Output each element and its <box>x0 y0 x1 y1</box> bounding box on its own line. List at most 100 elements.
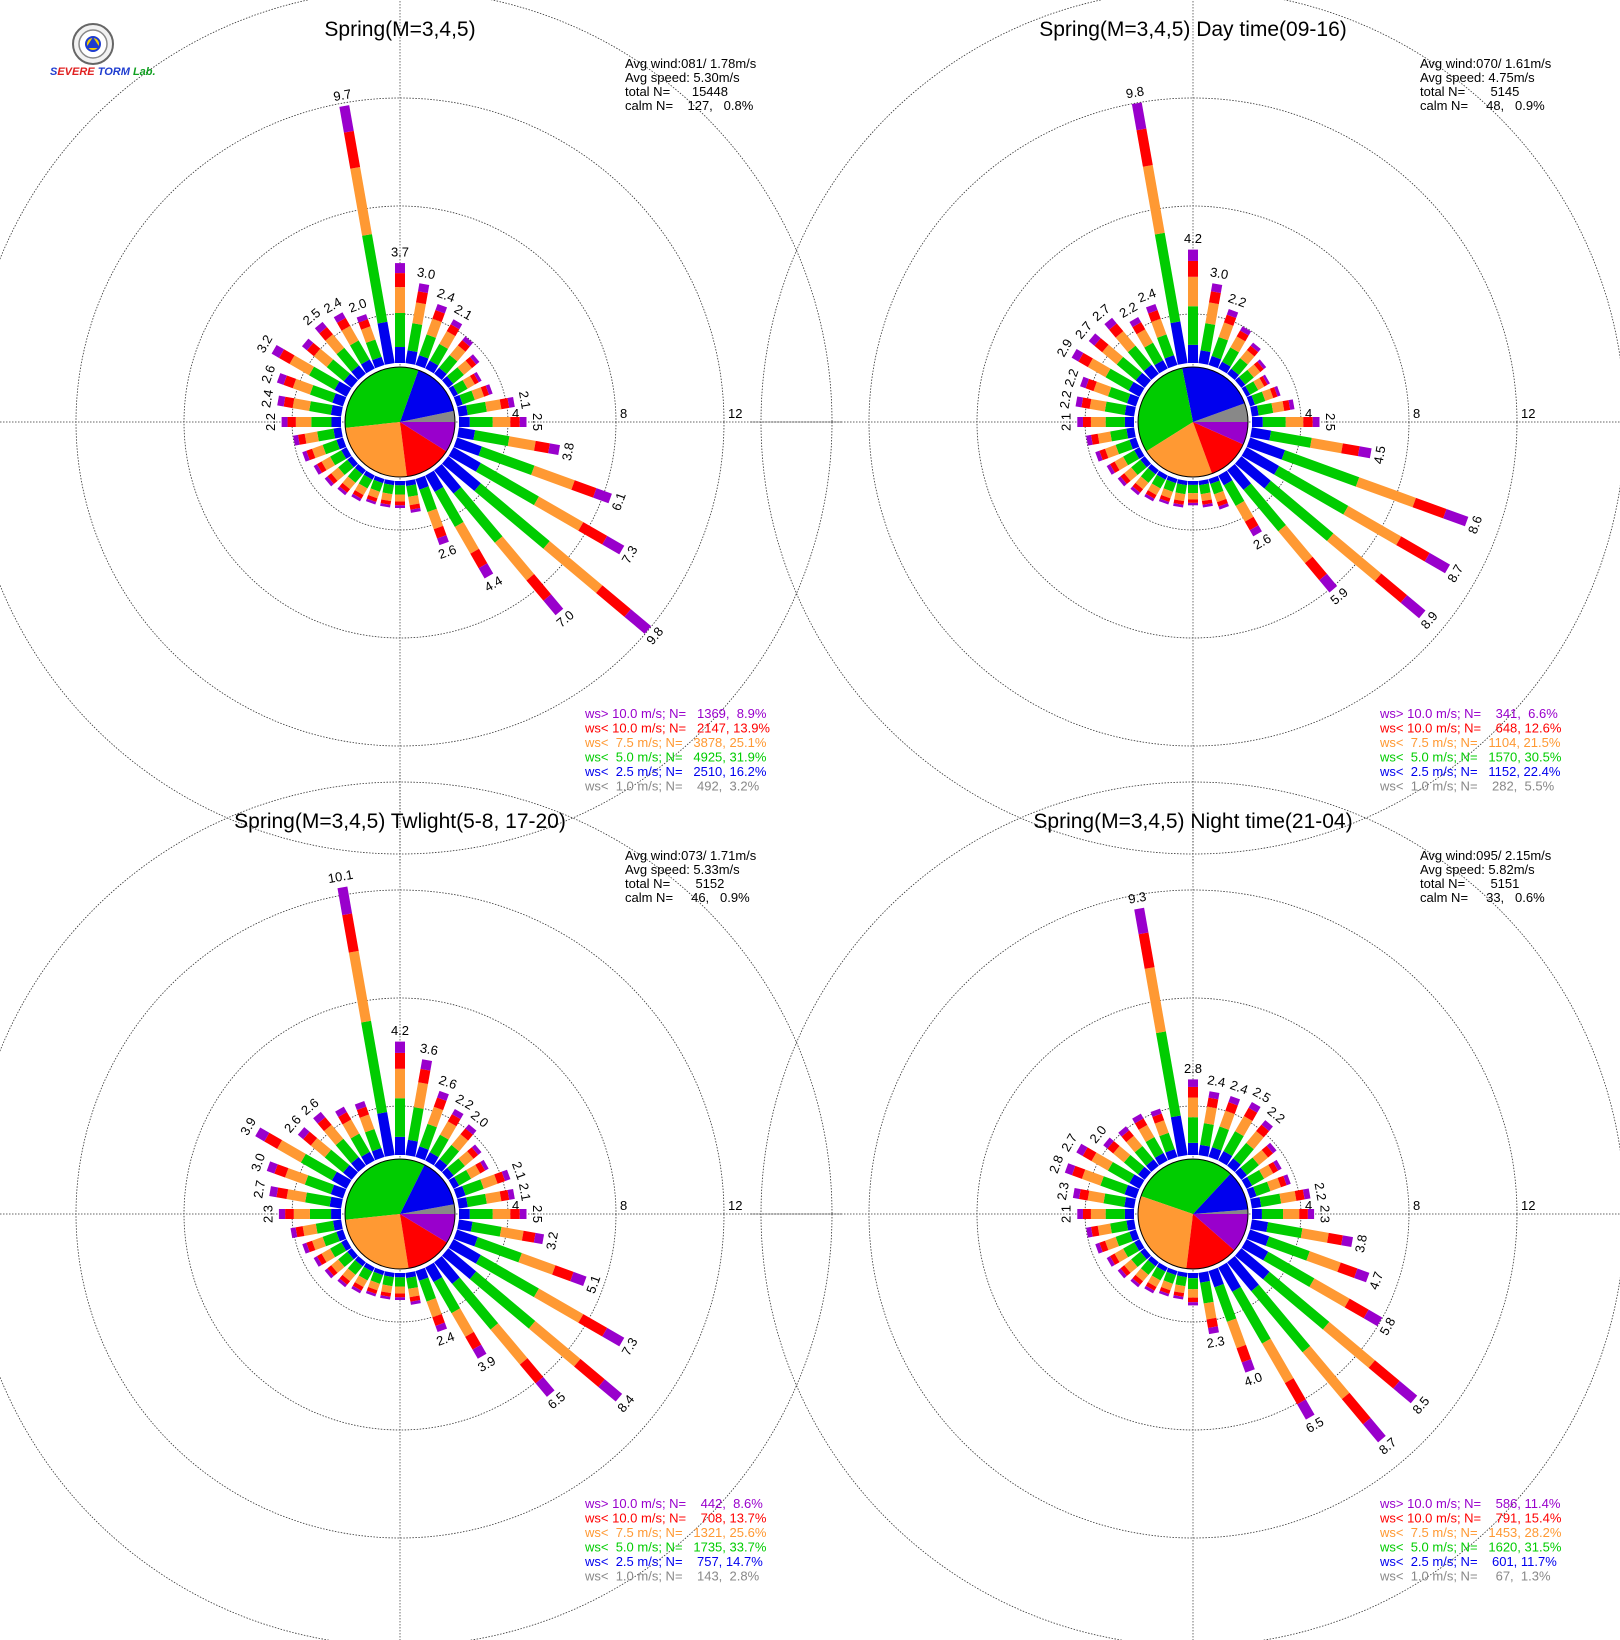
wind-bar-segment <box>1081 397 1092 409</box>
bar-total-label: 3.2 <box>543 1231 561 1251</box>
wind-bar-segment <box>433 1097 447 1111</box>
wind-bar-segment <box>1214 1283 1237 1322</box>
wind-bar-segment <box>417 283 430 293</box>
wind-bar-segment <box>1107 386 1131 404</box>
wind-bar-segment <box>416 291 428 305</box>
wind-bar-segment <box>473 371 482 383</box>
bar-total-label: 2.7 <box>1058 1131 1080 1154</box>
wind-bar-segment <box>279 349 295 364</box>
bar-total-label: 8.6 <box>1465 514 1485 536</box>
wind-bar-segment <box>435 303 448 314</box>
wind-bar-segment <box>465 356 477 369</box>
wind-bar-segment <box>409 503 421 510</box>
wind-bar-segment <box>441 456 481 491</box>
speed-pie-slice <box>1140 1159 1231 1214</box>
wind-bar-segment <box>1104 444 1119 459</box>
wind-bar-segment <box>373 475 385 484</box>
wind-bar-segment <box>1218 1151 1233 1166</box>
speed-pie-slice <box>345 422 407 477</box>
stats-line: Avg speed: 4.75m/s <box>1420 70 1535 85</box>
wind-bar-segment <box>325 334 345 355</box>
ring-label: 8 <box>620 1198 627 1213</box>
wind-bar-segment <box>1208 1267 1224 1288</box>
wind-bar-segment <box>1208 475 1220 485</box>
wind-bar-segment <box>1247 364 1261 378</box>
wind-bar-segment <box>1163 479 1177 492</box>
wind-bar-segment <box>1161 488 1173 499</box>
wind-bar-segment <box>466 401 487 416</box>
wind-bar-segment <box>1206 1097 1219 1109</box>
wind-bar-segment <box>458 1151 474 1167</box>
wind-bar-segment <box>314 321 327 334</box>
wind-bar-segment <box>1341 1392 1371 1425</box>
stats-line: total N= 5151 <box>1420 876 1519 891</box>
wind-bar-segment <box>425 1152 439 1166</box>
legend-entry: ws< 1.0 m/s; N= 492, 3.2% <box>584 779 760 794</box>
wind-bar-segment <box>459 390 475 405</box>
wind-bar-segment <box>1109 461 1120 473</box>
wind-bar-segment <box>1154 1120 1169 1137</box>
wind-bar-segment <box>1135 1268 1149 1282</box>
wind-bar-segment <box>419 1277 436 1302</box>
wind-bar-segment <box>1245 381 1259 395</box>
wind-bar-segment <box>283 375 297 389</box>
wind-bar-segment <box>1159 495 1171 502</box>
wind-bar-segment <box>1262 374 1270 385</box>
wind-bar-segment <box>274 1164 289 1178</box>
bar-total-label: 3.7 <box>391 245 409 260</box>
wind-bar-segment <box>1319 573 1338 593</box>
wind-bar-segment <box>1163 1271 1177 1284</box>
wind-bar-segment <box>371 1147 385 1161</box>
wind-bar-segment <box>361 326 376 343</box>
wind-bar-segment <box>1368 1360 1400 1389</box>
bar-total-label: 2.4 <box>435 285 457 305</box>
wind-bar-segment <box>1300 1228 1329 1243</box>
ring-label: 8 <box>1413 406 1420 421</box>
wind-bar-segment <box>1123 1154 1145 1175</box>
wind-bar-segment <box>1211 336 1229 360</box>
wind-bar-segment <box>1246 1131 1264 1150</box>
bar-total-label: 2.3 <box>1054 1181 1072 1201</box>
wind-bar-segment <box>1218 503 1229 510</box>
wind-bar-segment <box>365 1290 377 1297</box>
bar-total-label: 2.7 <box>250 1179 268 1199</box>
wind-bar-segment <box>313 1256 322 1267</box>
bar-total-label: 2.6 <box>437 1072 459 1092</box>
legend-entry: ws> 10.0 m/s; N= 1369, 8.9% <box>584 706 767 721</box>
wind-bar-segment <box>1147 463 1159 475</box>
wind-bar-segment <box>1151 1266 1166 1281</box>
wind-bar-segment <box>454 522 479 554</box>
bar-total-label: 2.2 <box>1312 1181 1330 1201</box>
wind-bar-segment <box>1208 1326 1219 1335</box>
bar-total-label: 2.2 <box>1117 299 1140 321</box>
wind-bar-segment <box>1148 310 1161 322</box>
legend-entry: ws< 5.0 m/s; N= 1570, 30.5% <box>1379 750 1562 765</box>
speed-pie-slice <box>1186 1214 1235 1269</box>
wind-bar-segment <box>448 447 481 472</box>
wind-bar-segment <box>1094 338 1109 353</box>
wind-bar-segment <box>1156 1031 1181 1118</box>
wind-bar-segment <box>457 360 472 375</box>
wind-bar-segment <box>1097 1223 1112 1236</box>
wind-bar-segment <box>356 314 368 323</box>
wind-bar-segment <box>433 525 447 539</box>
wind-bar-segment <box>1236 330 1249 342</box>
wind-bar-segment <box>1234 1248 1270 1280</box>
bar-total-label: 10.1 <box>327 867 355 886</box>
wind-bar-segment <box>1246 395 1256 407</box>
wind-bar-segment <box>1097 431 1112 444</box>
wind-bar-segment <box>335 1138 359 1164</box>
wind-bar-segment <box>1140 1248 1152 1260</box>
wind-bar-segment <box>336 347 359 372</box>
wind-bar-segment <box>1175 483 1187 495</box>
wind-bar-segment <box>446 367 464 384</box>
wind-bar-segment <box>410 1299 421 1305</box>
wind-bar-segment <box>453 395 463 407</box>
bar-total-label: 4.5 <box>1371 445 1389 465</box>
wind-bar-segment <box>300 1153 337 1181</box>
wind-bar-segment <box>519 1358 544 1384</box>
wind-bar-segment <box>1230 336 1246 353</box>
wind-bar-segment <box>331 1259 345 1273</box>
bar-total-label: 2.5 <box>1323 413 1338 431</box>
wind-bar-segment <box>354 483 368 496</box>
